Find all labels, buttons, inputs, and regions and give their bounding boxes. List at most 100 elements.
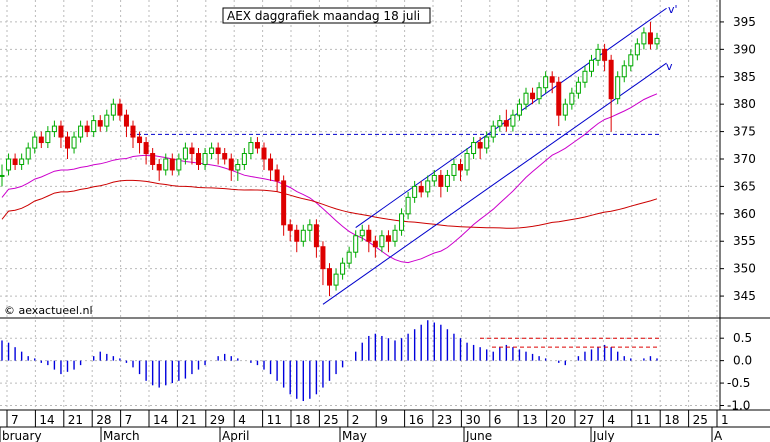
price-tick-label: 395 [733, 15, 756, 29]
moving-averages [1, 93, 658, 264]
candle-body [78, 125, 84, 138]
candle-body [484, 136, 490, 149]
candle-body [438, 174, 444, 187]
price-tick-label: 385 [733, 70, 756, 84]
candle-body [71, 136, 77, 149]
candle-body [313, 224, 319, 248]
candle-body [228, 158, 234, 171]
indicator-tick-label: -1.0 [727, 399, 750, 413]
date-tick-label: 2 [352, 413, 360, 427]
candle-body [97, 120, 103, 127]
candle-body [412, 185, 418, 198]
candle-body [556, 81, 562, 116]
candle-body [615, 76, 621, 100]
date-tick-label: 21 [181, 413, 196, 427]
candle-body [222, 153, 228, 160]
price-tick-label: 375 [733, 125, 756, 139]
date-tick-label: 13 [522, 413, 537, 427]
candle-body [464, 153, 470, 171]
watermark: © aexactueel.nl [4, 304, 93, 317]
candle-body [379, 235, 385, 248]
channel-label-lower: v [666, 60, 673, 73]
candle-body [346, 251, 352, 264]
candle-body [431, 174, 437, 182]
price-tick-label: 365 [733, 179, 756, 193]
date-tick-label: 18 [664, 413, 679, 427]
price-ticks: 345 350 355 360 365 370 375 380 385 390 395 [720, 15, 756, 303]
candle-body [261, 147, 267, 160]
candle-body [359, 229, 365, 237]
title-box [222, 7, 431, 24]
candle-body [32, 136, 38, 149]
price-tick-label: 380 [733, 97, 756, 111]
candle-body [602, 48, 608, 61]
candle-body [130, 125, 136, 138]
date-tick-label: 4 [607, 413, 615, 427]
candle-body [294, 229, 300, 242]
date-tick-label: 25 [323, 413, 338, 427]
candle-body [287, 224, 293, 231]
date-tick-label: 16 [409, 413, 424, 427]
date-tick-label: 29 [210, 413, 225, 427]
candle-body [307, 224, 313, 231]
date-tick-label: 27 [579, 413, 594, 427]
indicator-ticks: -1.0 -0.5 0.0 0.5 [720, 331, 752, 413]
price-tick-label: 350 [733, 262, 756, 276]
candle-body [392, 229, 398, 242]
candle-body [458, 163, 463, 171]
candle-body [6, 158, 12, 171]
date-ticks: 7 14 21 28 7 14 21 29 4 11 18 25 2 9 16 23 30 6 13 20 27 4 11 1… [6, 410, 729, 427]
candle-body [451, 163, 457, 176]
price-tick-label: 360 [733, 207, 756, 221]
date-tick-label: 11 [267, 413, 282, 427]
candle-body [471, 142, 477, 155]
candle-body [477, 142, 483, 149]
candle-body [182, 147, 188, 160]
candle-body [137, 136, 143, 144]
month-label: bruary [2, 429, 42, 442]
candle-body [248, 142, 254, 155]
candle-body [300, 229, 306, 242]
candle-body [569, 92, 575, 105]
short-moving-average [1, 93, 658, 264]
date-tick-label: 30 [465, 413, 480, 427]
candle-body [268, 158, 274, 171]
candle-body [320, 246, 326, 270]
candle-body [241, 153, 247, 165]
candle-body [536, 87, 542, 100]
date-tick-label: 6 [494, 413, 502, 427]
chart-title: AEX daggrafiek maandag 18 juli [227, 9, 420, 23]
candle-body [523, 92, 529, 105]
candle-body [353, 235, 359, 253]
candlesticks [0, 21, 660, 297]
date-tick-label: 11 [636, 413, 651, 427]
month-label: A [714, 429, 723, 442]
candle-body [51, 125, 57, 133]
candle-body [327, 268, 332, 286]
candle-body [641, 32, 647, 45]
candle-body [91, 120, 97, 133]
candle-body [123, 114, 129, 127]
candle-body [543, 76, 549, 89]
month-label: June [465, 429, 492, 442]
candle-body [634, 43, 640, 56]
date-tick-label: 25 [693, 413, 708, 427]
candle-body [254, 142, 260, 149]
candle-body [235, 163, 241, 171]
candle-body [444, 174, 450, 187]
candle-body [399, 213, 405, 231]
candle-body [582, 70, 588, 83]
price-tick-label: 390 [733, 42, 756, 56]
price-tick-label: 345 [733, 289, 756, 303]
candle-body [163, 158, 169, 171]
candle-body [202, 153, 208, 165]
candle-body [628, 54, 634, 67]
price-tick-label: 355 [733, 234, 756, 248]
date-tick-label: 21 [68, 413, 83, 427]
indicator-tick-label: -0.5 [727, 376, 750, 390]
indicator-tick-label: 0.5 [733, 331, 752, 345]
candle-body [143, 142, 149, 155]
candle-body [209, 147, 215, 155]
